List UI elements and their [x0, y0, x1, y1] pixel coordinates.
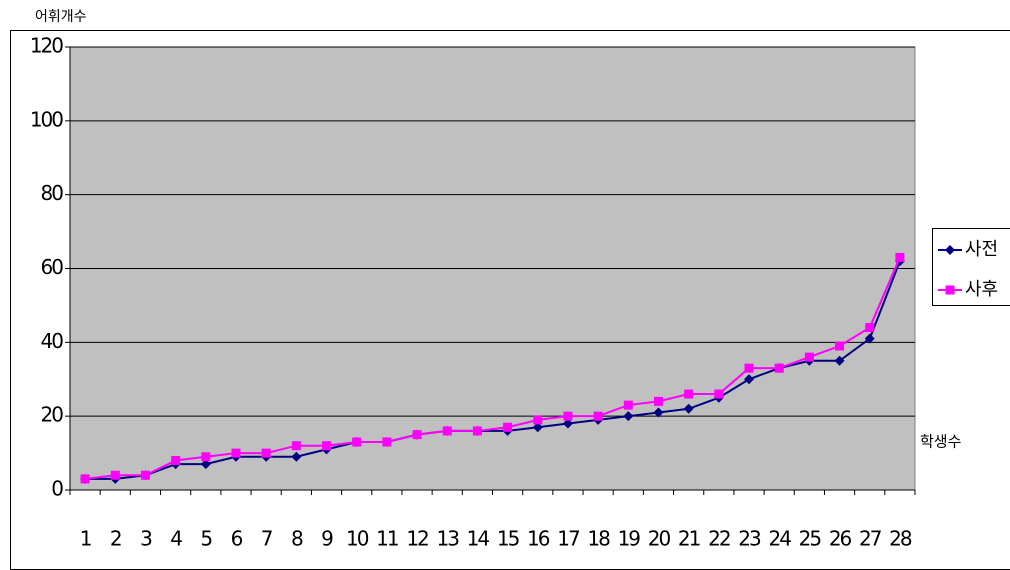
data-point: [683, 403, 694, 414]
y-tick-label: 120: [30, 34, 63, 58]
data-point: [472, 426, 482, 436]
x-tick-label: 11: [376, 527, 398, 551]
x-tick-label: 17: [557, 527, 580, 551]
data-point: [140, 470, 150, 480]
x-tick-label: 5: [200, 527, 211, 551]
data-point: [804, 352, 814, 362]
x-tick-label: 24: [768, 527, 791, 551]
series-line: [85, 260, 901, 480]
x-axis-label: 학생수: [920, 433, 961, 451]
data-point: [110, 470, 120, 480]
data-point: [382, 437, 392, 447]
x-tick-label: 14: [467, 527, 490, 551]
data-point: [744, 363, 754, 373]
legend-marker: [945, 245, 955, 255]
x-tick-label: 7: [261, 527, 273, 551]
y-tick-label: 0: [51, 477, 63, 501]
legend-marker: [945, 285, 955, 295]
data-point: [201, 452, 211, 462]
data-point: [503, 422, 513, 432]
data-point: [532, 422, 543, 433]
legend-label: 사후: [965, 279, 998, 300]
data-point: [80, 474, 90, 484]
data-point: [864, 333, 875, 344]
x-tick-label: 28: [889, 527, 912, 551]
legend-box: [932, 228, 1010, 306]
x-tick-label: 15: [497, 527, 519, 551]
data-point: [322, 441, 332, 451]
data-point: [653, 407, 664, 418]
data-point: [171, 455, 181, 465]
data-point: [714, 389, 724, 399]
data-point: [352, 437, 362, 447]
x-tick-label: 18: [587, 527, 610, 551]
series-line: [84, 257, 901, 480]
x-tick-label: 21: [678, 527, 700, 551]
y-tick-label: 20: [41, 403, 64, 427]
y-tick-label: 80: [41, 181, 64, 205]
x-tick-label: 10: [346, 527, 369, 551]
data-point: [653, 396, 663, 406]
x-tick-label: 26: [829, 527, 852, 551]
x-tick-label: 1: [80, 527, 91, 551]
x-tick-label: 22: [708, 527, 730, 551]
data-point: [200, 459, 211, 470]
x-tick-label: 23: [738, 527, 761, 551]
data-point: [533, 415, 543, 425]
data-point: [835, 341, 845, 351]
data-point: [261, 448, 271, 458]
data-point: [623, 400, 633, 410]
legend-label: 사전: [965, 239, 998, 260]
x-tick-label: 6: [231, 527, 243, 551]
x-tick-label: 8: [291, 527, 303, 551]
data-point: [744, 374, 755, 385]
data-point: [895, 252, 905, 262]
data-point: [412, 430, 422, 440]
y-tick-label: 60: [41, 255, 64, 279]
x-tick-label: 4: [170, 527, 182, 551]
data-point: [623, 411, 634, 422]
x-tick-label: 25: [799, 527, 821, 551]
data-point: [865, 323, 875, 333]
data-point: [774, 363, 784, 373]
x-tick-label: 13: [437, 527, 460, 551]
data-point: [684, 389, 694, 399]
data-point: [563, 411, 573, 421]
data-point: [291, 451, 302, 462]
y-axis-label: 어휘개수: [35, 9, 87, 25]
x-tick-label: 12: [406, 527, 428, 551]
x-tick-label: 16: [527, 527, 550, 551]
x-tick-label: 27: [859, 527, 882, 551]
x-tick-label: 19: [618, 527, 641, 551]
data-point: [231, 448, 241, 458]
data-point: [834, 355, 845, 366]
y-tick-label: 40: [41, 329, 64, 353]
y-tick-label: 100: [30, 107, 63, 131]
x-tick-label: 9: [321, 527, 333, 551]
x-tick-label: 3: [140, 527, 152, 551]
data-point: [562, 418, 573, 429]
x-tick-label: 2: [110, 527, 121, 551]
data-point: [442, 426, 452, 436]
data-point: [593, 411, 603, 421]
data-point: [291, 441, 301, 451]
x-tick-label: 20: [648, 527, 671, 551]
